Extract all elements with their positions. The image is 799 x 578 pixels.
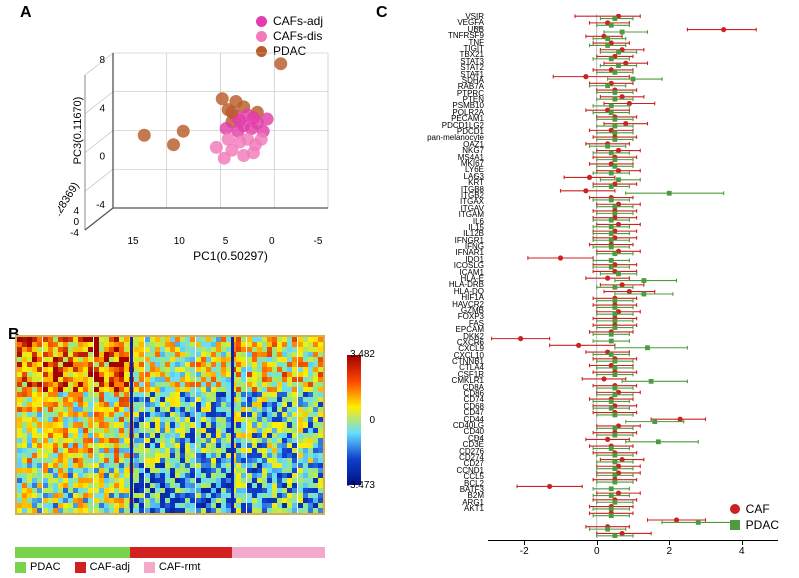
svg-text:10: 10: [174, 236, 186, 247]
forest-axis: -2024: [488, 540, 778, 566]
panel-b-legend: PDACCAF-adjCAF-rmt: [15, 561, 330, 573]
heatmap-grid: [15, 335, 325, 515]
panel-a-scatter3d: CAFs-adjCAFs-disPDAC 840-4151050-540-4PC…: [18, 8, 363, 268]
forest-plot: VSIRVEGFAUBBTNFRSF9TNFTIGITTBX21STAT3STA…: [378, 14, 783, 570]
panel-c-legend: CAFPDAC: [730, 500, 779, 534]
panel-c-forest: VSIRVEGFAUBBTNFRSF9TNFTIGITTBX21STAT3STA…: [378, 8, 793, 570]
svg-text:PC3(0.11670): PC3(0.11670): [72, 97, 84, 165]
svg-text:-5: -5: [314, 236, 323, 247]
forest-gene-labels: VSIRVEGFAUBBTNFRSF9TNFTIGITTBX21STAT3STA…: [378, 14, 488, 512]
colorbar: [347, 355, 361, 485]
colorbar-hi: 3.482: [350, 349, 375, 360]
svg-text:0: 0: [73, 217, 79, 228]
scatter-3d-plot: 840-4151050-540-4PC1(0.50297)PC2(0.28369…: [58, 28, 358, 263]
svg-text:0: 0: [99, 152, 105, 163]
svg-text:8: 8: [99, 55, 105, 66]
panel-b-heatmap: 3.482 0 -3.473 PDACCAF-adjCAF-rmt: [5, 330, 370, 570]
svg-text:15: 15: [127, 236, 139, 247]
forest-plot-svg: [488, 14, 778, 538]
svg-text:4: 4: [99, 103, 105, 114]
svg-text:-4: -4: [70, 228, 79, 239]
svg-text:5: 5: [223, 236, 229, 247]
svg-text:0: 0: [269, 236, 275, 247]
colorbar-lo: -3.473: [347, 480, 375, 491]
heatmap: 3.482 0 -3.473: [15, 335, 325, 545]
svg-text:4: 4: [73, 206, 79, 217]
svg-text:-4: -4: [96, 200, 105, 211]
colorbar-mid: 0: [369, 415, 375, 426]
svg-text:PC1(0.50297): PC1(0.50297): [193, 249, 268, 263]
